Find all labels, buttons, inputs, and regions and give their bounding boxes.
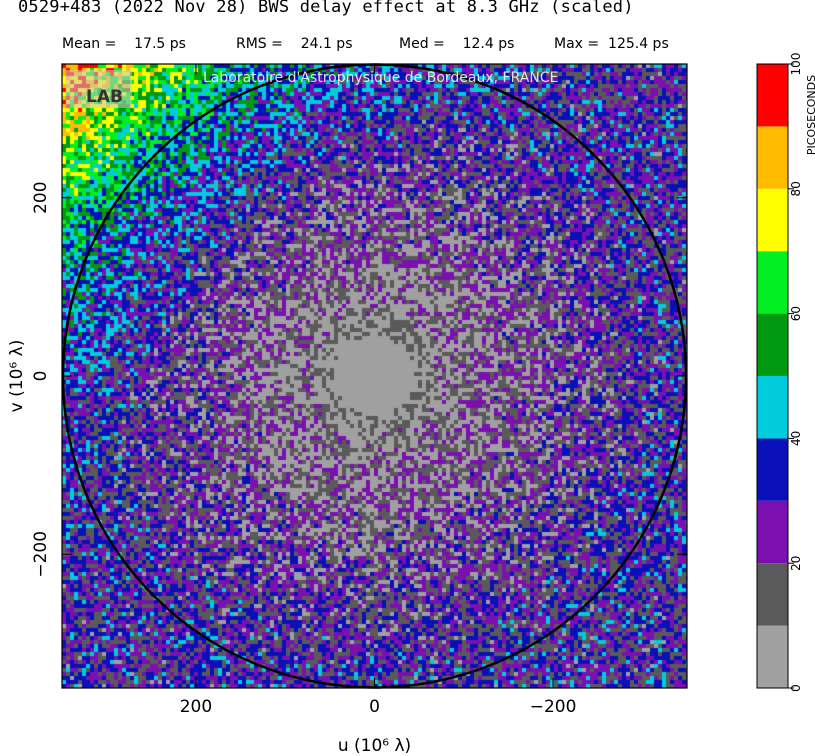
colorbar-bin [757,313,788,376]
median-value: 12.4 ps [462,36,515,52]
mean-stat: Mean = 17.5 ps [62,36,186,52]
rms-stat: RMS = 24.1 ps [236,36,353,52]
axis-ticks: 200 0 −200 200 0 −200 [31,64,687,717]
colorbar-tick-label: 40 [789,431,803,446]
heatmap-image [62,64,687,688]
y-tick-label: 200 [31,181,51,213]
colorbar-bin [757,64,788,127]
y-tick-label: 0 [31,371,51,382]
colorbar-bin [757,126,788,189]
lab-logo: LAB [66,70,132,108]
x-axis-label: u (10⁶ λ) [338,736,411,756]
x-tick-label: 0 [369,697,380,717]
logo-text: LAB [86,87,123,107]
max-label: Max = [554,36,600,52]
y-axis-label: v (10⁶ λ) [7,340,27,413]
colorbar-bin [757,251,788,314]
colorbar-frame [756,63,789,689]
watermark-text: Laboratoire d'Astrophysique de Bordeaux,… [203,70,558,86]
heatmap-raster [62,64,687,688]
colorbar-tick-label: 60 [789,306,803,321]
colorbar-tick-label: 80 [789,181,803,196]
colorbar-tick-label: 0 [789,684,803,692]
plot-title: 0529+483 (2022 Nov 28) BWS delay effect … [18,0,634,17]
mean-value: 17.5 ps [134,36,186,52]
colorbar-bin [757,188,788,252]
max-stat: Max = 125.4 ps [554,36,669,52]
colorbar-bin [757,500,788,564]
colorbar-bin [757,563,788,626]
colorbar-bin [757,438,788,501]
colorbar-tick-label: 100 [789,53,803,76]
colorbar-tick-label: 20 [789,556,803,571]
median-label: Med = [399,36,445,52]
x-tick-label: −200 [530,697,577,717]
colorbar-label: PICOSECONDS [805,75,815,155]
rms-label: RMS = [236,36,283,52]
colorbar-bin [757,625,788,688]
mean-label: Mean = [62,36,117,52]
y-tick-label: −200 [31,531,51,578]
median-stat: Med = 12.4 ps [399,36,514,52]
colorbar-bin [757,376,788,439]
max-value: 125.4 ps [608,36,669,52]
rms-value: 24.1 ps [300,36,353,52]
x-tick-label: 200 [180,697,212,717]
